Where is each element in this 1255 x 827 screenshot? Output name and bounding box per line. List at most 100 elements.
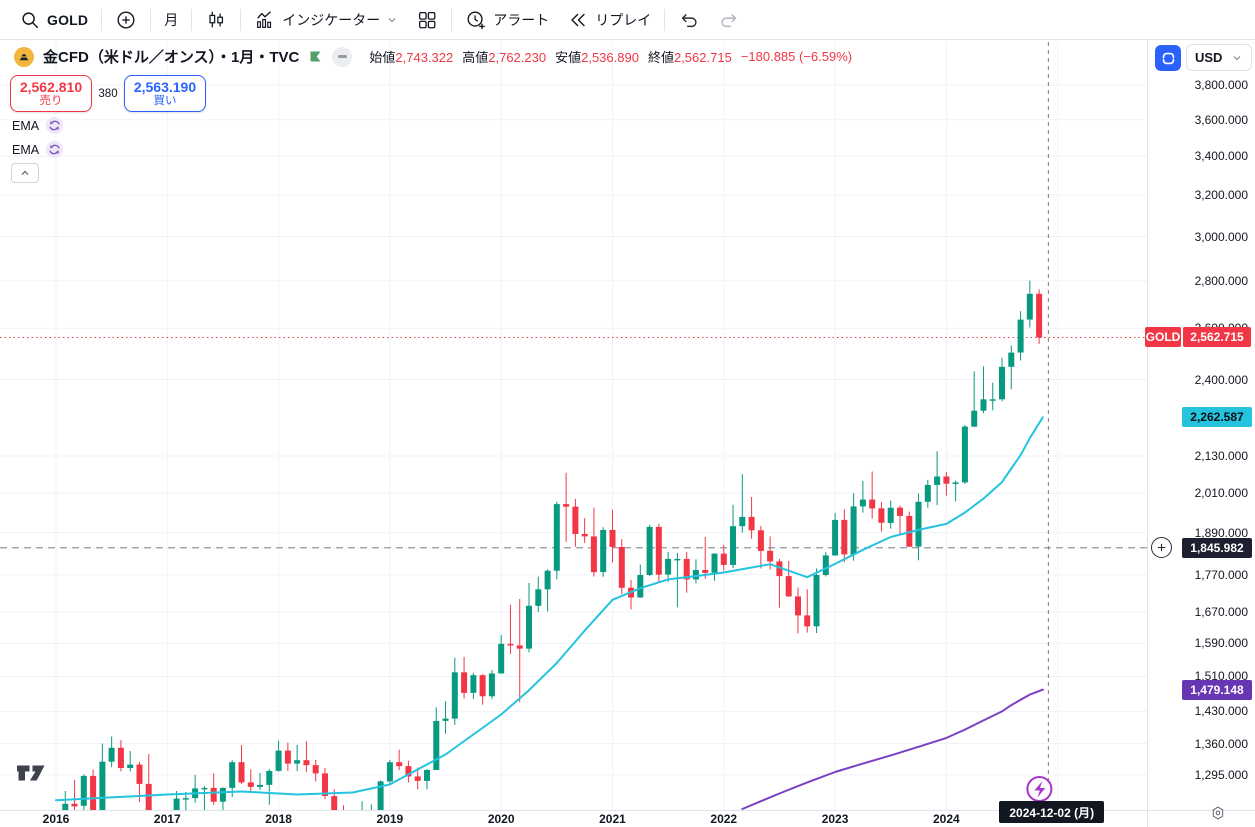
candle	[516, 645, 523, 649]
candle	[674, 558, 681, 561]
candle	[405, 766, 412, 777]
indicators-button[interactable]: インジケーター	[245, 4, 407, 36]
price-tick-label: 1,590.000	[1194, 636, 1248, 651]
year-tick-label: 2018	[265, 812, 292, 826]
change-value: −180.885 (−6.59%)	[740, 49, 853, 64]
time-axis[interactable]: 2016201720182019202020212022202320242026	[0, 810, 1182, 827]
chart-type-button[interactable]	[196, 4, 236, 36]
alert-button[interactable]: アラート	[456, 4, 558, 36]
candle	[934, 476, 941, 485]
candle	[257, 784, 263, 787]
market-status-flag-icon[interactable]	[308, 49, 323, 64]
separator	[451, 8, 453, 31]
high-value: 高値2,762.230	[462, 50, 547, 65]
search-icon	[22, 11, 39, 28]
layout-grid-button[interactable]	[407, 4, 447, 36]
candle	[999, 366, 1005, 400]
candlestick-series	[62, 280, 1043, 810]
currency-select[interactable]: USD	[1186, 44, 1252, 71]
candle	[869, 499, 876, 509]
candle	[266, 771, 273, 785]
currency-conversion-button[interactable]	[1155, 45, 1181, 71]
chevron-up-icon	[21, 170, 29, 175]
candle	[331, 796, 338, 810]
candle	[952, 482, 959, 484]
candle	[396, 762, 403, 767]
replay-marker[interactable]	[1026, 776, 1053, 802]
candle	[739, 516, 746, 527]
candle	[117, 747, 124, 768]
ema-fast-line[interactable]	[55, 416, 1044, 802]
axis-settings-gear-icon[interactable]	[1210, 805, 1226, 821]
candle	[71, 803, 78, 807]
candle	[600, 529, 607, 573]
price-chart[interactable]	[0, 0, 1147, 810]
timeframe-button[interactable]: 月	[155, 4, 187, 36]
candle	[210, 787, 217, 802]
sell-button[interactable]: 2,562.810 売り	[10, 75, 92, 112]
alert-level-tag: 1,845.982	[1182, 537, 1252, 558]
candle	[414, 776, 421, 781]
indicator-row-ema-slow[interactable]: EMA	[12, 141, 64, 158]
candle	[201, 787, 208, 790]
redo-button[interactable]	[709, 4, 749, 36]
candlestick-chart-icon	[209, 11, 224, 27]
candle	[915, 501, 922, 547]
last-price-value: 2,562.715	[1183, 327, 1251, 348]
buy-button[interactable]: 2,563.190 買い	[124, 75, 206, 112]
candle	[442, 718, 449, 721]
candle	[238, 762, 245, 783]
separator	[240, 8, 242, 31]
compare-add-symbol-button[interactable]	[106, 4, 146, 36]
alert-line-plus-button[interactable]	[1151, 537, 1172, 559]
candle	[377, 781, 384, 810]
indicator-label: EMA	[12, 118, 40, 133]
year-tick-label: 2024	[933, 812, 960, 826]
price-tick-label: 1,360.000	[1194, 736, 1248, 751]
candle	[1017, 319, 1024, 353]
candle	[841, 519, 848, 555]
tradingview-logo[interactable]	[16, 762, 50, 782]
candle	[424, 770, 430, 781]
undo-button[interactable]	[669, 4, 709, 36]
candle	[702, 570, 709, 573]
candle	[182, 798, 189, 800]
candle	[711, 553, 718, 573]
candle	[284, 750, 291, 764]
symbol-title[interactable]: 金CFD（米ドル／オンス）・1月・TVC	[43, 49, 300, 66]
collapse-legend-button[interactable]	[11, 163, 39, 183]
candle	[897, 507, 903, 516]
currency-label: USD	[1195, 50, 1223, 65]
candle	[887, 507, 894, 523]
minus-icon	[337, 55, 347, 58]
candle	[294, 760, 301, 764]
close-value: 終値2,562.715	[647, 50, 732, 65]
candle	[618, 547, 625, 588]
candle	[730, 526, 736, 565]
price-tick-label: 1,890.000	[1194, 525, 1248, 540]
replay-rewind-icon	[571, 13, 585, 26]
candle	[1008, 352, 1015, 367]
ohlc-visibility-button[interactable]	[332, 46, 353, 67]
candle	[757, 530, 764, 551]
indicator-row-ema-fast[interactable]: EMA	[12, 117, 64, 134]
candle	[878, 508, 885, 523]
indicators-label: インジケーター	[282, 11, 381, 28]
candle	[173, 798, 180, 810]
candle	[961, 426, 968, 483]
price-tick-label: 2,800.000	[1194, 273, 1248, 288]
year-tick-label: 2021	[599, 812, 626, 826]
replay-button[interactable]: リプレイ	[558, 4, 660, 36]
separator	[191, 8, 193, 31]
candle	[832, 519, 839, 556]
year-tick-label: 2016	[42, 812, 70, 826]
candle	[433, 720, 440, 770]
lightning-icon	[1034, 781, 1046, 798]
candle	[322, 773, 328, 796]
ema-slow-line[interactable]	[741, 688, 1044, 810]
candle	[572, 506, 579, 534]
symbol-search-button[interactable]: GOLD	[10, 4, 97, 36]
timeframe-label: 月	[164, 11, 179, 28]
candle	[804, 615, 811, 627]
candle	[924, 484, 931, 502]
